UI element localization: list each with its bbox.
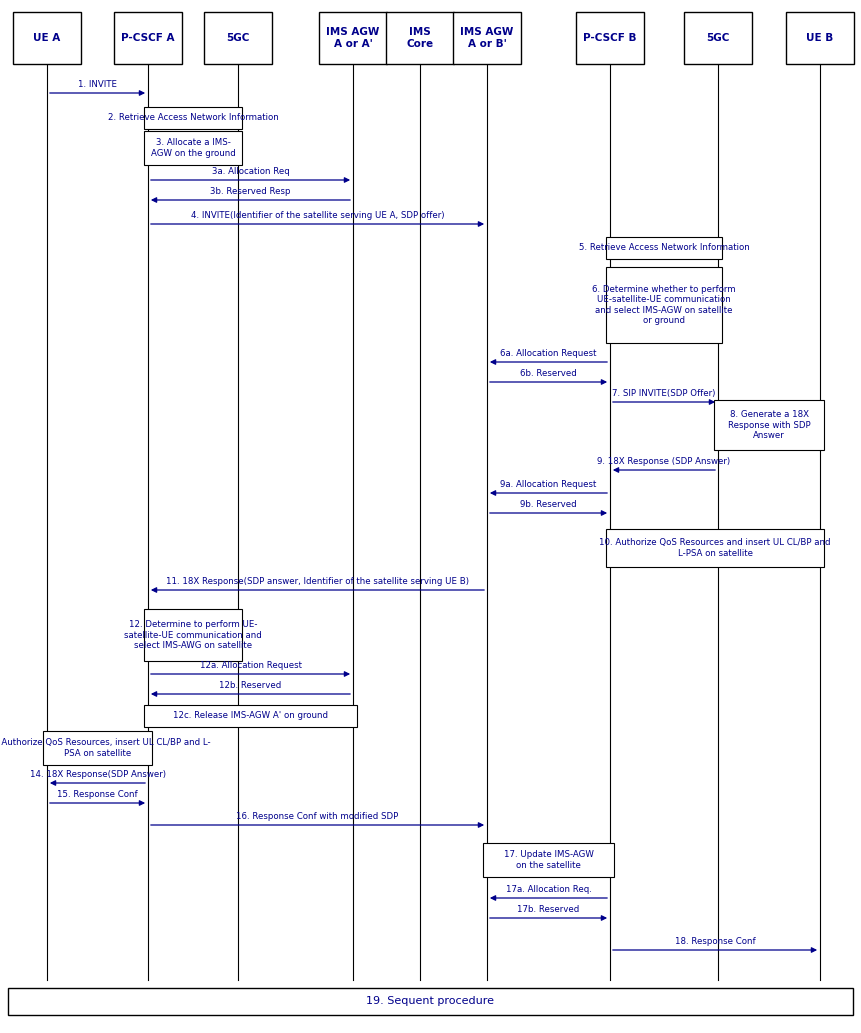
Text: 19. Sequent procedure: 19. Sequent procedure (367, 997, 494, 1006)
Bar (453, 12, 521, 64)
Text: 12a. Allocation Request: 12a. Allocation Request (200, 661, 301, 670)
Bar (786, 12, 854, 64)
Text: 8. Generate a 18X
Response with SDP
Answer: 8. Generate a 18X Response with SDP Answ… (728, 410, 810, 440)
Bar (576, 12, 644, 64)
Text: 1. INVITE: 1. INVITE (78, 80, 117, 89)
Text: IMS AGW
A or A': IMS AGW A or A' (326, 27, 380, 49)
Text: 3a. Allocation Req: 3a. Allocation Req (212, 167, 289, 176)
Text: 6a. Allocation Request: 6a. Allocation Request (500, 349, 597, 358)
Bar (43, 731, 152, 765)
Text: 12b. Reserved: 12b. Reserved (220, 681, 282, 690)
Text: 6b. Reserved: 6b. Reserved (520, 369, 577, 378)
Text: 9b. Reserved: 9b. Reserved (520, 500, 577, 509)
Bar (319, 12, 387, 64)
Text: 17b. Reserved: 17b. Reserved (517, 905, 579, 914)
Text: 5GC: 5GC (226, 33, 250, 43)
Text: 14. 18X Response(SDP Answer): 14. 18X Response(SDP Answer) (29, 770, 165, 779)
Bar (606, 237, 722, 259)
Text: 3. Allocate a IMS-
AGW on the ground: 3. Allocate a IMS- AGW on the ground (151, 138, 235, 158)
Bar (144, 705, 357, 727)
Text: 9. 18X Response (SDP Answer): 9. 18X Response (SDP Answer) (598, 457, 731, 466)
Text: 4. INVITE(Identifier of the satellite serving UE A, SDP offer): 4. INVITE(Identifier of the satellite se… (191, 211, 444, 220)
Text: 12c. Release IMS-AGW A' on ground: 12c. Release IMS-AGW A' on ground (173, 712, 328, 720)
Text: 5GC: 5GC (706, 33, 729, 43)
Text: 3b. Reserved Resp: 3b. Reserved Resp (210, 187, 291, 196)
Text: P-CSCF A: P-CSCF A (121, 33, 175, 43)
Text: UE A: UE A (34, 33, 60, 43)
Text: 7. SIP INVITE(SDP Offer): 7. SIP INVITE(SDP Offer) (612, 389, 715, 398)
Text: UE B: UE B (807, 33, 833, 43)
Bar (144, 131, 242, 165)
Text: 13. Authorize QoS Resources, insert UL CL/BP and L-
PSA on satellite: 13. Authorize QoS Resources, insert UL C… (0, 739, 210, 757)
Text: 6. Determine whether to perform
UE-satellite-UE communication
and select IMS-AGW: 6. Determine whether to perform UE-satel… (592, 285, 736, 325)
Bar (204, 12, 272, 64)
Text: 10. Authorize QoS Resources and insert UL CL/BP and
L-PSA on satellite: 10. Authorize QoS Resources and insert U… (599, 538, 831, 558)
Bar (144, 107, 242, 129)
Text: 12. Determine to perform UE-
satellite-UE communication and
select IMS-AWG on sa: 12. Determine to perform UE- satellite-U… (124, 620, 262, 650)
Bar (606, 529, 824, 567)
Bar (8, 988, 853, 1015)
Bar (13, 12, 81, 64)
Text: IMS
Core: IMS Core (406, 27, 434, 49)
Bar (386, 12, 454, 64)
Text: 15. Response Conf: 15. Response Conf (57, 790, 138, 799)
Text: 5. Retrieve Access Network Information: 5. Retrieve Access Network Information (579, 244, 749, 252)
Bar (714, 400, 824, 450)
Text: 17. Update IMS-AGW
on the satellite: 17. Update IMS-AGW on the satellite (504, 850, 593, 870)
Text: 16. Response Conf with modified SDP: 16. Response Conf with modified SDP (237, 812, 399, 821)
Bar (114, 12, 182, 64)
Bar (684, 12, 752, 64)
Text: 2. Retrieve Access Network Information: 2. Retrieve Access Network Information (108, 114, 278, 123)
Bar (483, 843, 614, 877)
Text: 11. 18X Response(SDP answer, Identifier of the satellite serving UE B): 11. 18X Response(SDP answer, Identifier … (166, 577, 469, 586)
Text: 17a. Allocation Req.: 17a. Allocation Req. (505, 885, 592, 894)
Text: 18. Response Conf: 18. Response Conf (675, 937, 755, 946)
Text: IMS AGW
A or B': IMS AGW A or B' (461, 27, 514, 49)
Bar (144, 609, 242, 661)
Bar (606, 267, 722, 343)
Text: P-CSCF B: P-CSCF B (583, 33, 637, 43)
Text: 9a. Allocation Request: 9a. Allocation Request (500, 480, 597, 489)
